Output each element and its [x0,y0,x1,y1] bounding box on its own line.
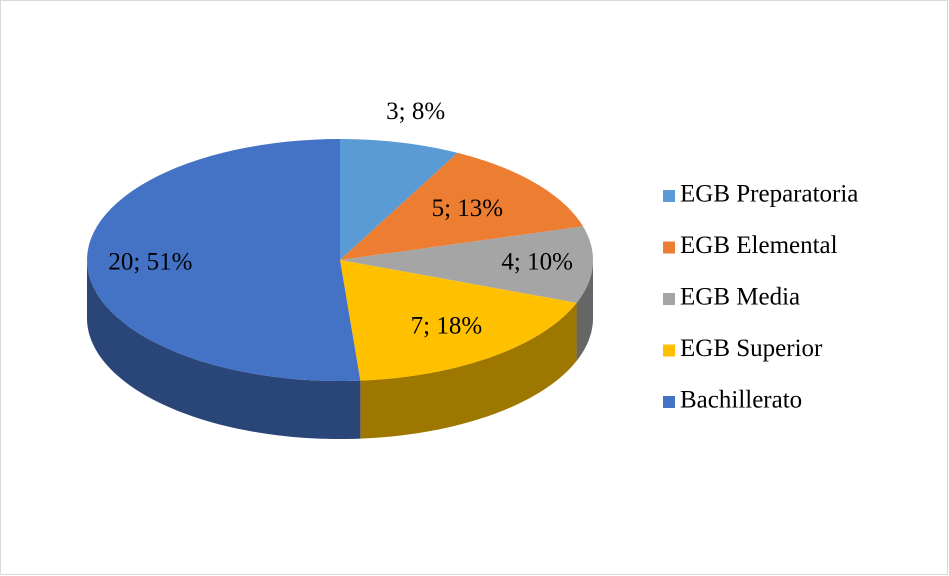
legend-swatch [663,190,675,202]
pie-slice [340,260,577,381]
legend-swatch [663,344,675,357]
pie-side [360,302,577,439]
legend-label: EGB Elemental [680,232,838,259]
data-label: 3; 8% [386,98,445,125]
data-label: 7; 18% [411,312,483,339]
pie-slice [340,226,593,303]
legend-swatch [663,293,675,305]
data-label: 5; 13% [432,195,504,222]
pie-side-shade [87,260,361,439]
legend-swatch [663,396,675,408]
pie-side [576,260,593,361]
legend-label: EGB Preparatoria [680,181,858,208]
data-label: 20; 51% [108,248,192,275]
legend-label: EGB Superior [680,335,823,362]
legend-swatch [663,241,675,254]
legend-label: EGB Media [680,284,800,311]
pie-slice [340,139,458,260]
data-label: 4; 10% [501,249,573,276]
legend-label: Bachillerato [680,387,802,414]
pie-slice [87,139,361,381]
pie-side [87,260,361,439]
pie-side-shade [360,302,577,439]
pie-side-shade [576,260,593,361]
pie-slice [340,152,584,260]
